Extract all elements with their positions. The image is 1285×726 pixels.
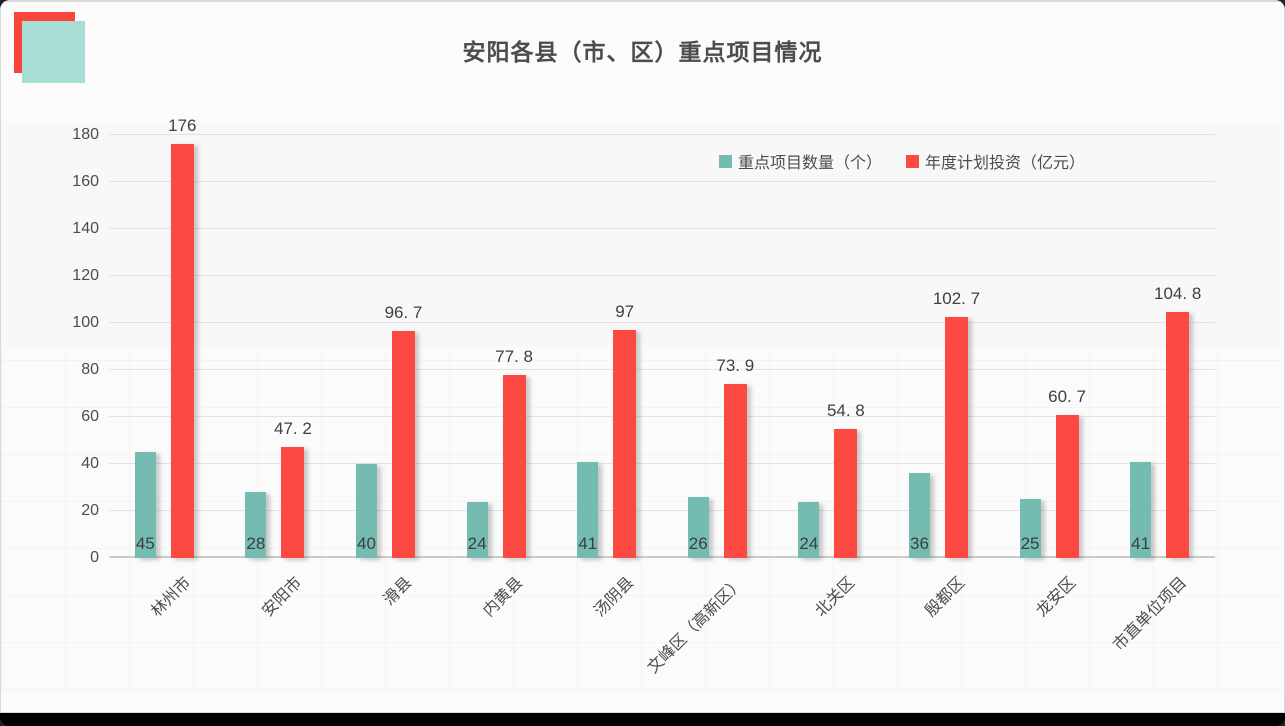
bar-value-label: 41 (578, 534, 598, 553)
bar-value-label: 102. 7 (932, 288, 981, 308)
bar-group: 40 96. 7 滑县 (330, 135, 441, 609)
brand-logo-icon (14, 12, 89, 87)
bar-value-label: 24 (799, 534, 819, 553)
bar-value-label: 36 (909, 534, 929, 553)
bar-investment[interactable]: 176 (168, 116, 196, 558)
bar-group: 26 73. 9 文峰区（高新区） (645, 135, 773, 676)
bar-value-label: 77. 8 (495, 347, 533, 367)
bar-investment[interactable]: 96. 7 (385, 303, 422, 558)
gridline (109, 510, 1215, 511)
bar-value-label: 54. 8 (826, 401, 865, 421)
bar-group: 25 60. 7 龙安区 (994, 135, 1105, 620)
bar-value-label: 45 (135, 534, 155, 553)
bar-group: 28 47. 2 安阳市 (220, 135, 331, 620)
gridline (109, 181, 1215, 182)
bar-project-count[interactable]: 24 (798, 501, 820, 558)
y-axis-tick-label: 160 (72, 173, 99, 190)
y-axis-tick-label: 100 (72, 314, 99, 331)
bar-project-count[interactable]: 45 (134, 452, 156, 558)
bar-value-label: 60. 7 (1048, 387, 1086, 407)
bar-project-count[interactable]: 41 (1130, 461, 1152, 558)
bar-value-label: 97 (615, 302, 635, 322)
bar-groups: 45 176 林州市 28 47. 2 安阳市 40 96. 7 滑县 24 77. 8 内黄县 41 9… (109, 116, 1215, 677)
bar-project-count[interactable]: 24 (466, 501, 488, 558)
bar-project-count[interactable]: 36 (908, 473, 930, 558)
y-axis-tick-label: 140 (72, 220, 99, 237)
y-axis-tick-label: 40 (81, 455, 99, 472)
bar-value-label: 40 (357, 534, 376, 553)
legend-swatch-icon (906, 154, 920, 168)
legend-item-investment[interactable]: 年度计划投资（亿元） (906, 149, 1085, 173)
plot-area: 0 20 40 60 80 100 120 140 160 180 45 176 林州市 28 47. 2… (72, 116, 1215, 677)
gridline (109, 322, 1215, 323)
bar-investment[interactable]: 102. 7 (933, 289, 980, 558)
bar-group: 41 97 汤阴县 (551, 135, 662, 620)
bar-investment[interactable]: 97 (613, 302, 637, 558)
bottom-black-strip (0, 713, 1285, 726)
bar-value-label: 104. 8 (1154, 283, 1202, 303)
bar-value-label: 25 (1020, 534, 1040, 553)
bar-group: 41 104. 8 市直单位项目 (1104, 135, 1215, 654)
y-axis-tick-label: 80 (81, 361, 99, 378)
y-axis-tick-label: 120 (72, 267, 99, 284)
bar-investment[interactable]: 54. 8 (827, 401, 865, 558)
x-axis-line (109, 556, 1215, 558)
bar-investment[interactable]: 47. 2 (274, 419, 312, 558)
chart-title: 安阳各县（市、区）重点项目情况 (462, 39, 823, 65)
legend-label: 重点项目数量（个） (738, 155, 883, 172)
y-axis-tick-label: 0 (90, 549, 99, 566)
bar-group: 24 54. 8 北关区 (773, 135, 884, 620)
bar-investment[interactable]: 104. 8 (1154, 284, 1201, 558)
bar-project-count[interactable]: 26 (687, 496, 709, 558)
gridline (109, 463, 1215, 464)
gridline (109, 275, 1215, 276)
bar-value-label: 41 (1131, 534, 1151, 553)
bar-value-label: 24 (467, 534, 487, 553)
gridline (109, 416, 1215, 417)
y-axis-tick-label: 180 (72, 126, 99, 143)
bar-value-label: 96. 7 (384, 302, 423, 322)
bar-project-count[interactable]: 41 (577, 461, 599, 558)
bar-group: 36 102. 7 殷都区 (883, 135, 994, 620)
bar-group: 24 77. 8 内黄县 (441, 135, 552, 620)
bar-value-label: 26 (688, 534, 708, 553)
bar-investment[interactable]: 73. 9 (716, 356, 754, 558)
legend-swatch-icon (719, 154, 732, 168)
bar-project-count[interactable]: 40 (355, 464, 377, 558)
bar-value-label: 47. 2 (273, 419, 312, 439)
bar-investment[interactable]: 60. 7 (1048, 387, 1086, 558)
legend-item-projects[interactable]: 重点项目数量（个） (719, 149, 882, 173)
y-axis-tick-label: 20 (81, 502, 99, 519)
legend: 重点项目数量（个） 年度计划投资（亿元） (719, 149, 1085, 173)
gridline (109, 228, 1215, 229)
gridline (109, 134, 1215, 135)
y-axis-tick-label: 60 (81, 408, 99, 425)
bar-value-label: 28 (246, 534, 266, 553)
bar-project-count[interactable]: 28 (245, 492, 267, 558)
bar-investment[interactable]: 77. 8 (495, 347, 533, 558)
bar-group: 45 176 林州市 (109, 116, 220, 620)
gridline (109, 369, 1215, 370)
bar-project-count[interactable]: 25 (1019, 499, 1041, 558)
bar-value-label: 176 (168, 116, 197, 136)
logo-teal-square (22, 21, 85, 83)
legend-label: 年度计划投资（亿元） (925, 155, 1086, 172)
bar-value-label: 73. 9 (716, 356, 755, 376)
